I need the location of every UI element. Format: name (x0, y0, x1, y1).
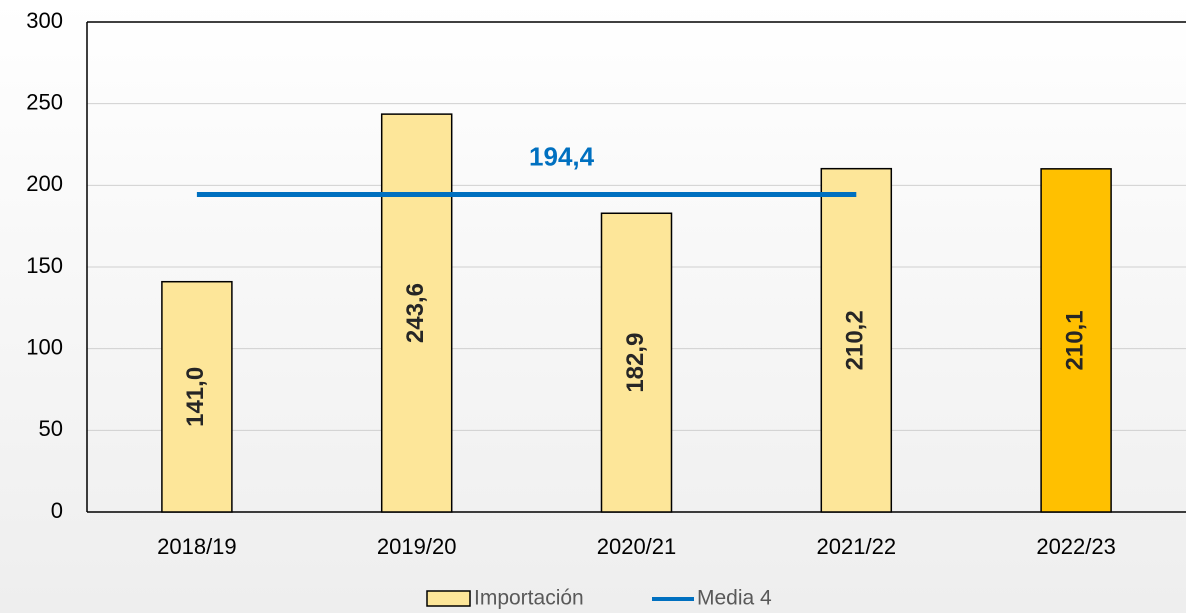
y-tick-label: 300 (26, 8, 63, 33)
bar (161, 280, 233, 513)
y-tick-label: 200 (26, 171, 63, 196)
bar (1040, 168, 1112, 513)
bar (600, 212, 673, 513)
bar-value-label: 141,0 (182, 367, 209, 427)
x-tick-label: 2018/19 (157, 534, 237, 559)
x-tick-label: 2019/20 (377, 534, 457, 559)
legend-swatch (426, 590, 471, 607)
y-tick-label: 150 (26, 253, 63, 278)
bar-value-label: 210,1 (1061, 310, 1088, 370)
legend-label: Media 4 (697, 587, 772, 610)
bar (820, 167, 893, 513)
bar (380, 113, 453, 513)
x-tick-label: 2020/21 (597, 534, 677, 559)
mean-label: 194,4 (529, 141, 595, 171)
x-tick-label: 2022/23 (1036, 534, 1116, 559)
y-tick-label: 50 (39, 416, 63, 441)
y-tick-label: 0 (51, 498, 63, 523)
bar-value-label: 243,6 (402, 283, 429, 343)
y-tick-label: 250 (26, 89, 63, 114)
legend-label: Importación (474, 587, 584, 610)
y-tick-label: 100 (26, 334, 63, 359)
bar-value-label: 210,2 (842, 310, 869, 370)
bar-value-label: 182,9 (622, 333, 649, 393)
x-tick-label: 2021/22 (817, 534, 897, 559)
